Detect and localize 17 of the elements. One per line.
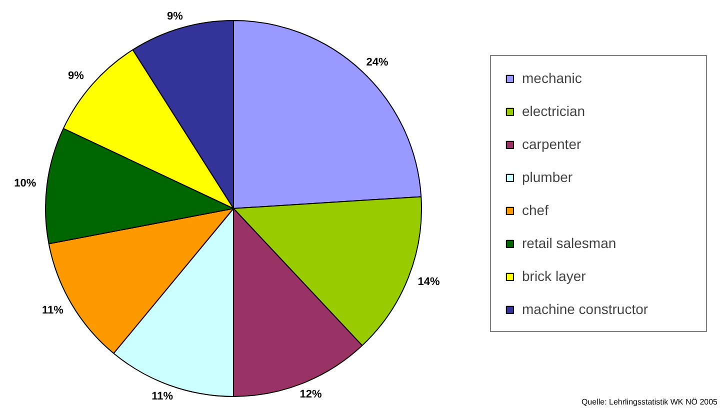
legend-label: electrician <box>522 103 586 119</box>
data-label: 11% <box>152 390 174 403</box>
data-label: 10% <box>14 177 36 190</box>
data-label: 9% <box>166 10 184 22</box>
legend-label: mechanic <box>522 70 583 86</box>
data-label: 24% <box>366 56 388 69</box>
data-label: 12% <box>300 388 322 400</box>
data-label: 11% <box>42 304 64 316</box>
data-label: 9% <box>68 70 84 82</box>
legend-label: chef <box>522 202 550 218</box>
data-label: 14% <box>418 276 440 288</box>
legend-label: carpenter <box>522 136 582 152</box>
legend-label: brick layer <box>522 268 587 284</box>
legend-label: retail salesman <box>522 235 618 251</box>
legend-label: plumber <box>522 169 574 185</box>
legend-label: machine constructor <box>522 301 650 317</box>
source-note: Quelle: Lehrlingsstatistik WK NÖ 2005 <box>581 398 718 406</box>
